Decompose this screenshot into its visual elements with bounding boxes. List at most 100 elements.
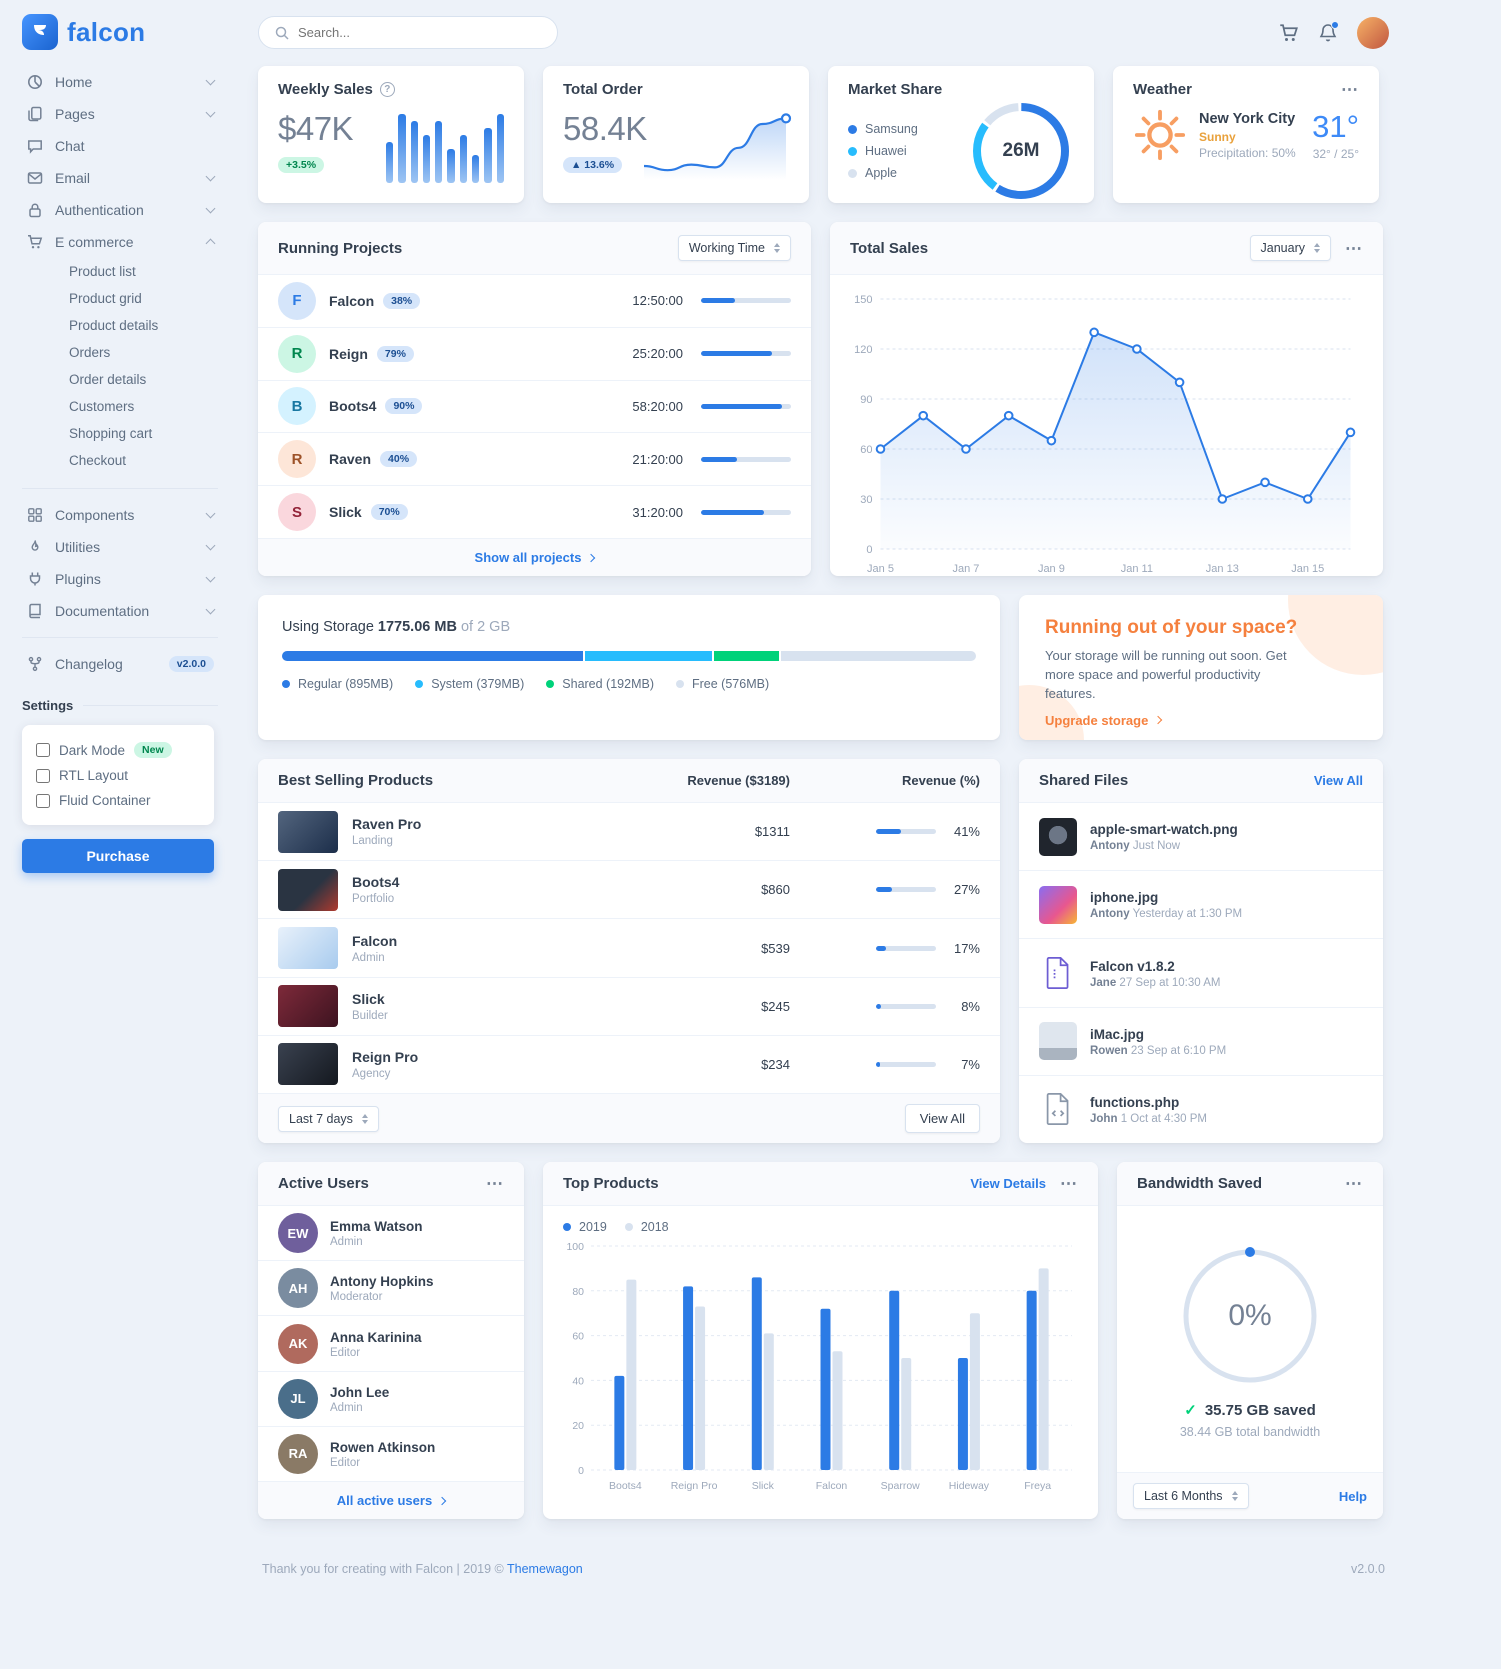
sidebar-item-orders[interactable]: Orders [69,345,111,360]
svg-text:120: 120 [854,344,872,356]
card-menu-button[interactable]: ⋯ [1345,1174,1363,1193]
legend-label: System (379MB) [431,677,525,691]
sidebar-divider [22,488,218,489]
market-share-card: Market Share Samsung Huawei Apple 26M [828,66,1094,203]
weekly-sales-badge: +3.5% [278,157,325,173]
project-name-link[interactable]: Raven [329,451,372,468]
product-name-link[interactable]: Reign Pro [352,1048,419,1065]
help-link[interactable]: Help [1338,1488,1367,1504]
sidebar-item-product-grid[interactable]: Product grid [69,291,142,306]
fluid-container-toggle[interactable]: Fluid Container [36,788,200,813]
sidebar-item-plugins[interactable]: Plugins [22,563,218,595]
user-name-link[interactable]: Emma Watson [330,1219,423,1235]
sidebar-item-utilities[interactable]: Utilities [22,531,218,563]
show-all-projects-link[interactable]: Show all projects [475,550,596,565]
card-menu-button[interactable]: ⋯ [1341,80,1359,99]
user-name-link[interactable]: Antony Hopkins [330,1274,434,1290]
link-label: Upgrade storage [1045,712,1149,728]
file-name-link[interactable]: iphone.jpg [1090,890,1159,906]
last-7-days-select[interactable]: Last 7 days [278,1105,379,1132]
svg-text:Sparrow: Sparrow [881,1480,921,1492]
working-time-select[interactable]: Working Time [677,235,791,261]
view-all-button[interactable]: View All [904,1104,980,1133]
card-menu-button[interactable]: ⋯ [486,1174,504,1193]
sidebar-item-authentication[interactable]: Authentication [22,194,218,226]
sidebar-item-email[interactable]: Email [22,162,218,194]
all-active-users-link[interactable]: All active users [337,1493,447,1508]
project-name-link[interactable]: Boots4 [329,398,377,415]
file-name-link[interactable]: apple-smart-watch.png [1090,822,1238,838]
svg-text:0: 0 [866,544,872,556]
project-name-link[interactable]: Slick [329,504,362,521]
product-revenue: $1311 [754,824,790,840]
last-6-months-select[interactable]: Last 6 Months [1133,1483,1249,1509]
sidebar-item-ecommerce[interactable]: E commerce [22,226,218,258]
cart-button[interactable] [1279,23,1299,43]
user-name-link[interactable]: John Lee [330,1384,390,1400]
sidebar-item-product-list[interactable]: Product list [69,264,136,279]
search-box[interactable] [258,16,558,49]
chevron-down-icon [205,540,216,551]
project-progress-badge: 70% [370,504,408,521]
card-title: Total Order [563,81,643,98]
help-icon[interactable]: ? [379,82,395,97]
sidebar-item-components[interactable]: Components [22,499,218,531]
notifications-button[interactable] [1319,20,1339,43]
file-name-link[interactable]: functions.php [1090,1094,1180,1110]
card-menu-button[interactable]: ⋯ [1060,1174,1078,1193]
brand-logo[interactable]: falcon [22,14,218,50]
svg-text:Jan 7: Jan 7 [952,563,979,575]
product-revenue: $539 [761,940,790,956]
user-name-link[interactable]: Rowen Atkinson [330,1439,436,1455]
sidebar-item-chat[interactable]: Chat [22,130,218,162]
settings-heading-divider [83,705,218,706]
sidebar-item-pages[interactable]: Pages [22,98,218,130]
project-name-link[interactable]: Falcon [329,292,375,309]
purchase-button[interactable]: Purchase [22,839,214,873]
product-name-link[interactable]: Slick [352,990,385,1007]
product-row: Slick Builder $245 8% [258,976,1000,1035]
month-select[interactable]: January [1249,235,1331,261]
search-input[interactable] [298,25,541,40]
dark-mode-checkbox[interactable] [36,743,50,757]
user-avatar[interactable] [1357,16,1389,49]
dark-mode-toggle[interactable]: Dark Mode New [36,737,200,763]
view-all-link[interactable]: View All [1313,773,1363,788]
upgrade-storage-link[interactable]: Upgrade storage [1045,712,1163,728]
sidebar-item-changelog[interactable]: Changelog v2.0.0 [22,648,218,680]
legend-item-apple: Apple [848,162,918,184]
svg-text:Slick: Slick [752,1480,775,1492]
rtl-layout-checkbox[interactable] [36,768,50,783]
legend-item-2019: 2019 [563,1220,607,1234]
product-revenue: $245 [761,998,790,1014]
weather-range: 32° / 25° [1312,147,1359,161]
product-name-link[interactable]: Boots4 [352,874,400,891]
active-users-card: Active Users ⋯ EW Emma Watson Admin AH An… [258,1162,524,1519]
sidebar-item-customers[interactable]: Customers [69,399,135,414]
file-name-link[interactable]: Falcon v1.8.2 [1090,958,1175,974]
market-share-total: 26M [1002,140,1040,161]
bandwidth-saved-card: Bandwidth Saved ⋯ 0% ✓ 35.75 GB saved 38.… [1117,1162,1383,1519]
fluid-container-checkbox[interactable] [36,793,50,808]
sidebar-item-order-details[interactable]: Order details [69,372,147,387]
project-name-link[interactable]: Reign [329,345,368,362]
bandwidth-body: 0% ✓ 35.75 GB saved 38.44 GB total bandwi… [1117,1206,1383,1472]
sidebar-item-checkout[interactable]: Checkout [69,453,127,468]
file-user: Antony [1090,908,1130,921]
sidebar-item-product-details[interactable]: Product details [69,318,159,333]
sidebar-item-documentation[interactable]: Documentation [22,595,218,627]
weather-temperature: 31° [1312,109,1359,144]
sidebar-item-shopping-cart[interactable]: Shopping cart [69,426,153,441]
chevron-down-icon [205,75,216,86]
user-name-link[interactable]: Anna Karinina [330,1329,422,1345]
rtl-layout-toggle[interactable]: RTL Layout [36,763,200,788]
card-menu-button[interactable]: ⋯ [1345,238,1363,258]
legend-label: Regular (895MB) [298,677,394,691]
product-name-link[interactable]: Falcon [352,932,398,949]
view-details-link[interactable]: View Details [970,1176,1046,1191]
themewagon-link[interactable]: Themewagon [507,1562,583,1576]
sidebar-item-home[interactable]: Home [22,66,218,98]
product-name-link[interactable]: Raven Pro [352,816,422,833]
file-name-link[interactable]: iMac.jpg [1090,1026,1145,1042]
shared-files-card: Shared Files View All apple-smart-watch.… [1019,759,1383,1143]
